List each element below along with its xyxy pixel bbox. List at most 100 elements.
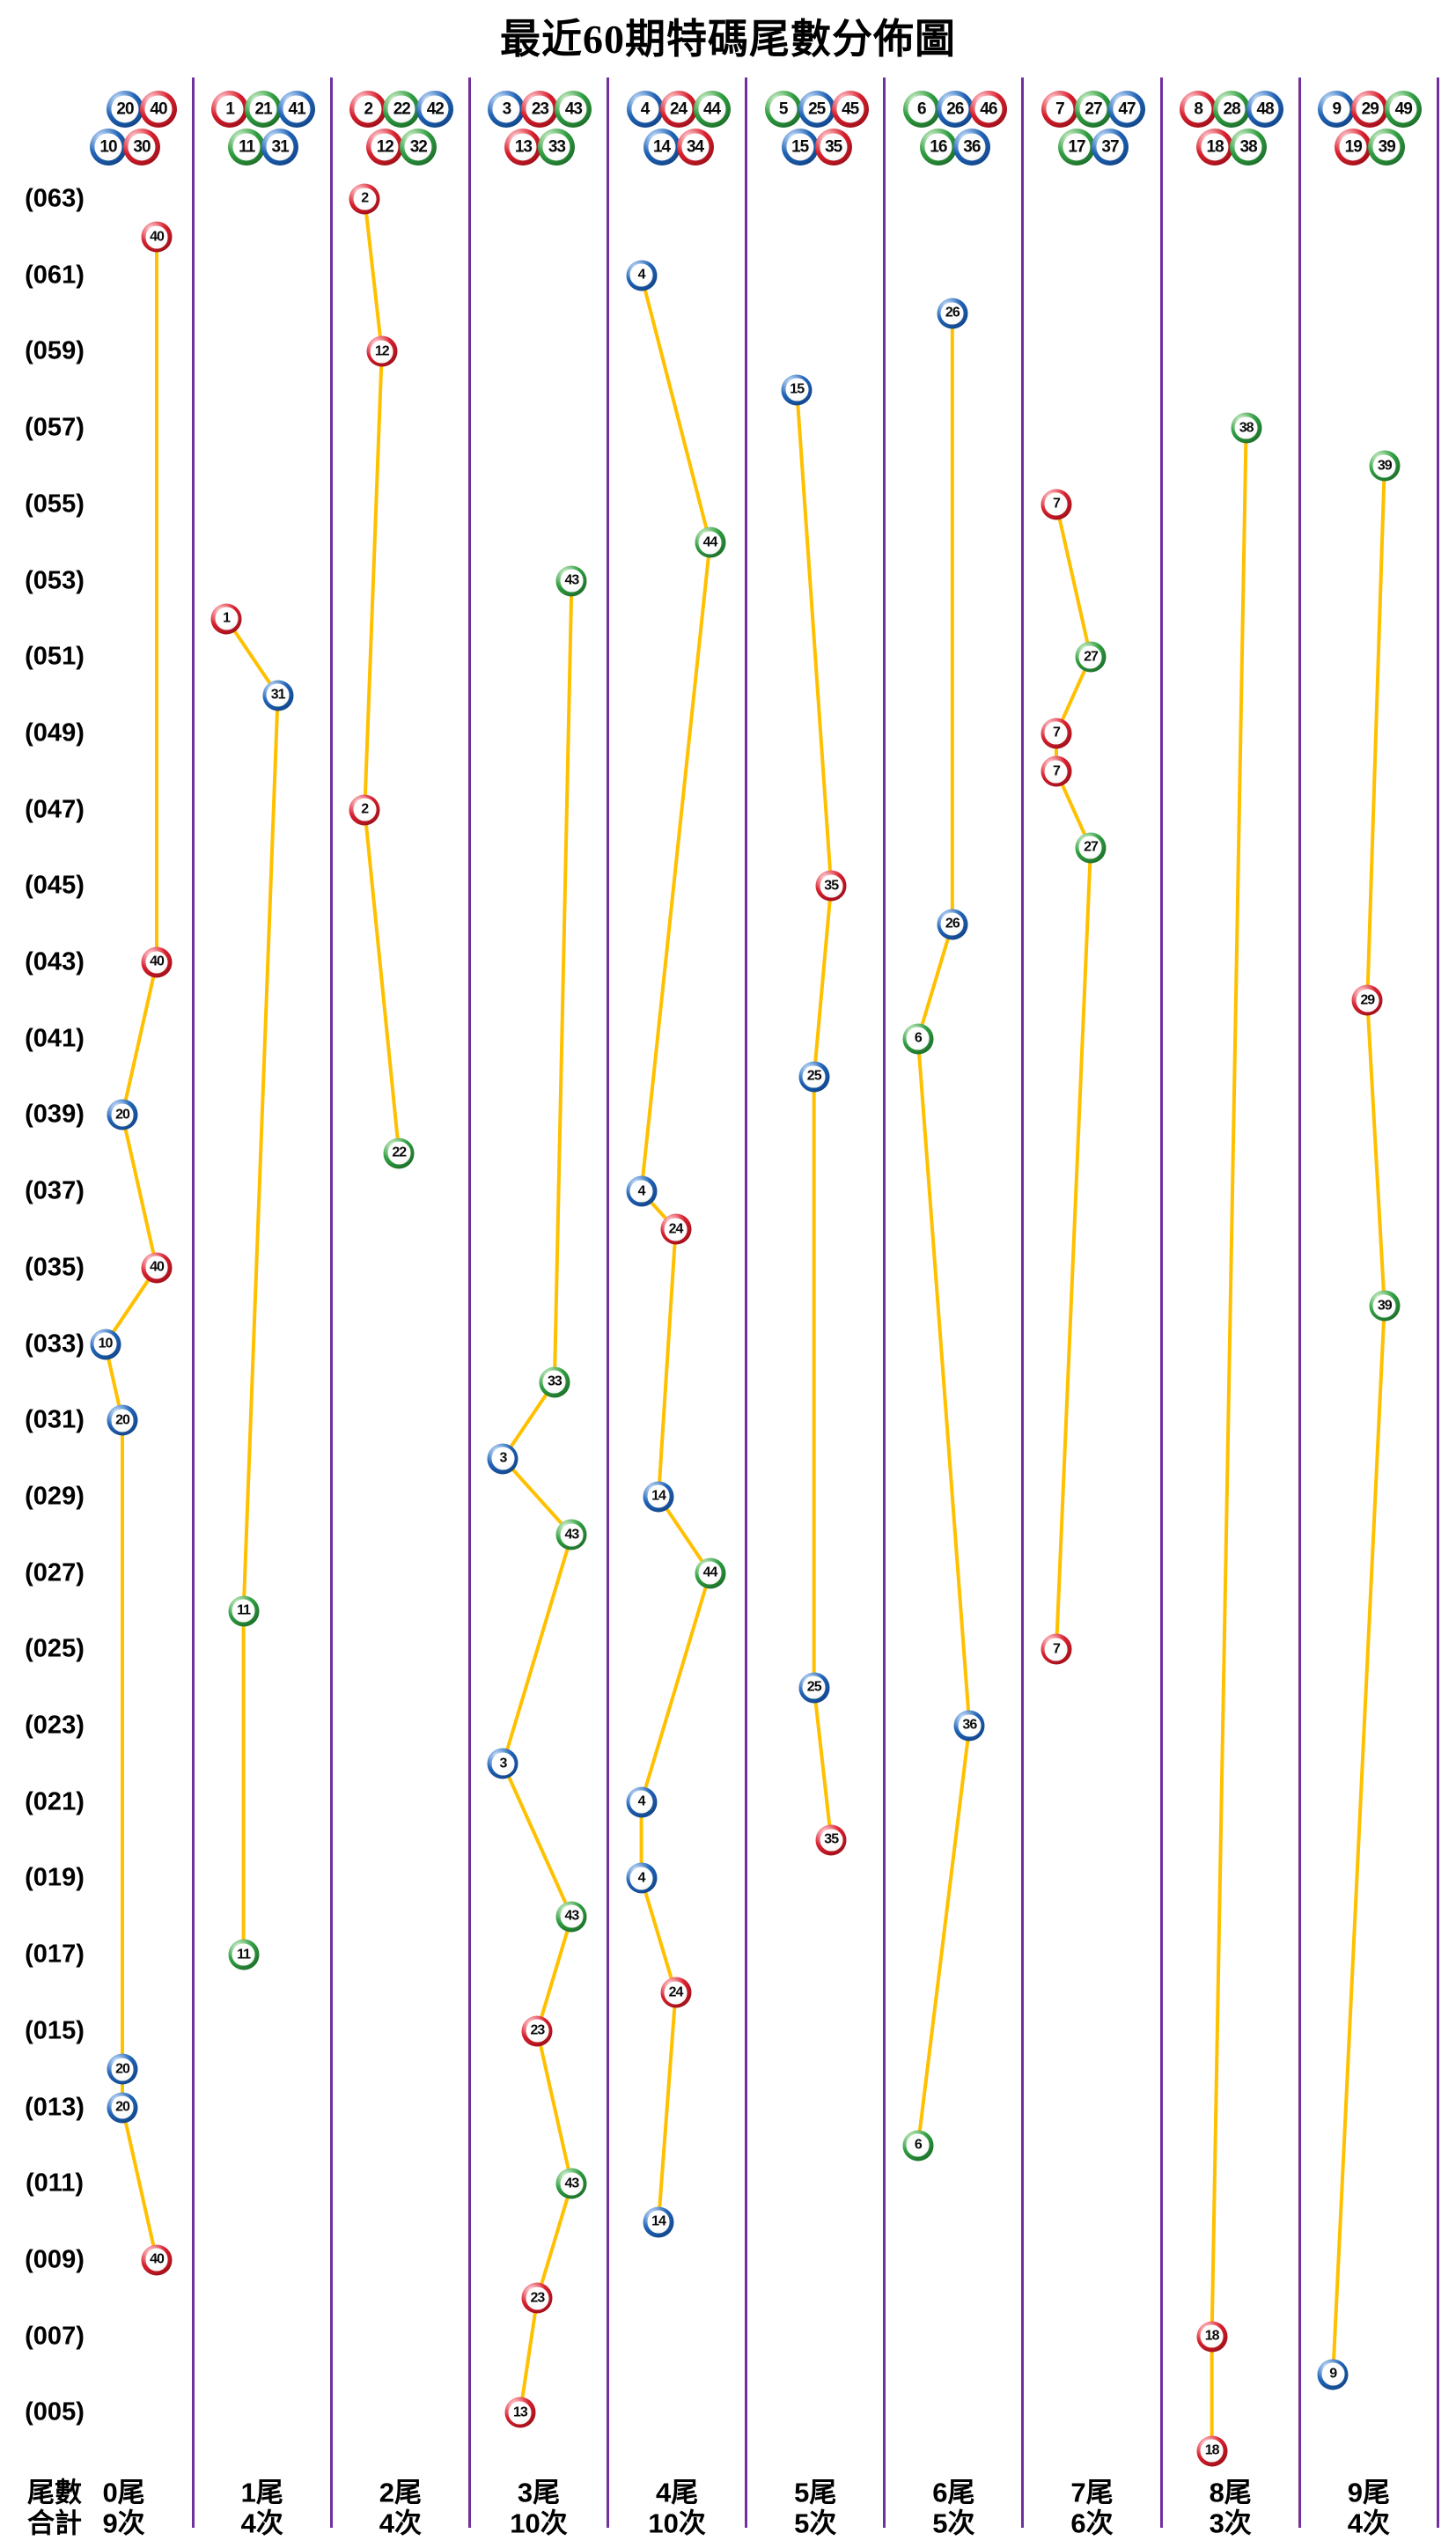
header-ball-34: 34 xyxy=(676,129,714,166)
y-axis-label: (029) xyxy=(25,1482,85,1511)
ball-number: 2 xyxy=(353,188,377,210)
y-axis-label: (021) xyxy=(25,1787,85,1816)
y-axis-label: (057) xyxy=(25,413,85,442)
header-ball-9: 9 xyxy=(1318,91,1356,128)
ball-number: 7 xyxy=(1046,95,1074,123)
ball-number: 1 xyxy=(216,95,244,123)
chart-ball-38-period-57: 38 xyxy=(1231,412,1262,444)
ball-number: 33 xyxy=(542,133,570,161)
chart-ball-1-period-52: 1 xyxy=(210,603,242,635)
y-axis-label: (051) xyxy=(25,642,85,671)
ball-number: 24 xyxy=(665,95,693,123)
chart-ball-44-period-27: 44 xyxy=(695,1558,726,1589)
trend-line-4尾 xyxy=(639,275,712,2222)
ball-number: 32 xyxy=(404,133,432,161)
header-ball-4: 4 xyxy=(626,91,664,128)
chart-ball-23-period-15: 23 xyxy=(521,2015,553,2047)
ball-number: 7 xyxy=(1045,760,1068,784)
ball-number: 29 xyxy=(1356,95,1384,123)
ball-number: 27 xyxy=(1079,836,1102,859)
column-separator xyxy=(1021,77,1025,2528)
header-ball-11: 11 xyxy=(228,129,266,166)
y-axis-label: (031) xyxy=(25,1405,85,1434)
ball-number: 12 xyxy=(370,340,393,364)
header-ball-14: 14 xyxy=(643,129,680,166)
header-ball-39: 39 xyxy=(1368,129,1406,166)
header-ball-1: 1 xyxy=(211,91,249,128)
header-ball-21: 21 xyxy=(245,91,283,128)
chart-ball-35-period-20: 35 xyxy=(815,1824,847,1856)
ball-number: 38 xyxy=(1234,133,1262,161)
chart-ball-25-period-24: 25 xyxy=(798,1672,830,1704)
header-ball-12: 12 xyxy=(366,129,404,166)
chart-ball-18-period-7: 18 xyxy=(1196,2321,1228,2353)
y-axis-label: (045) xyxy=(25,871,85,900)
y-axis-label: (009) xyxy=(25,2245,85,2274)
ball-number: 21 xyxy=(249,95,277,123)
ball-number: 26 xyxy=(940,302,964,325)
ball-number: 40 xyxy=(145,1256,168,1279)
header-ball-3: 3 xyxy=(488,91,526,128)
header-ball-10: 10 xyxy=(90,129,127,166)
chart-ball-43-period-11: 43 xyxy=(555,2168,587,2199)
column-separator xyxy=(1159,77,1163,2528)
header-ball-33: 33 xyxy=(538,129,576,166)
column-total-label: 4次 xyxy=(379,2507,422,2539)
ball-number: 4 xyxy=(629,1790,653,1814)
column-total-label: 10次 xyxy=(510,2507,568,2539)
ball-number: 17 xyxy=(1063,133,1091,161)
y-axis-label: (017) xyxy=(25,1940,85,1969)
ball-number: 20 xyxy=(111,2095,134,2119)
chart-ball-13-period-5: 13 xyxy=(504,2397,536,2428)
column-tail-label: 5尾 xyxy=(794,2477,837,2508)
header-ball-25: 25 xyxy=(798,91,835,128)
ball-number: 43 xyxy=(560,569,584,593)
y-axis-label: (013) xyxy=(25,2093,85,2121)
chart-ball-3-period-30: 3 xyxy=(487,1443,518,1475)
chart-ball-7-period-48: 7 xyxy=(1041,755,1072,787)
header-ball-20: 20 xyxy=(107,91,143,128)
column-total-label: 4次 xyxy=(1347,2507,1390,2539)
ball-number: 19 xyxy=(1339,133,1367,161)
y-axis-label: (019) xyxy=(25,1863,85,1892)
ball-number: 20 xyxy=(111,95,139,123)
header-ball-16: 16 xyxy=(919,129,957,166)
ball-number: 6 xyxy=(906,1027,930,1050)
chart-ball-43-period-18: 43 xyxy=(555,1901,587,1933)
ball-number: 18 xyxy=(1200,2439,1224,2463)
trend-line-1尾 xyxy=(224,617,280,1955)
ball-number: 40 xyxy=(145,225,168,249)
column-tail-label: 4尾 xyxy=(656,2477,699,2508)
ball-number: 11 xyxy=(232,1599,255,1623)
header-ball-49: 49 xyxy=(1385,91,1423,128)
header-ball-26: 26 xyxy=(936,91,974,128)
ball-number: 27 xyxy=(1079,645,1102,669)
chart-ball-40-period-35: 40 xyxy=(141,1252,173,1284)
chart-ball-25-period-40: 25 xyxy=(798,1061,830,1093)
header-ball-42: 42 xyxy=(416,91,454,128)
trend-line-8尾 xyxy=(1210,428,1248,2451)
chart-ball-24-period-16: 24 xyxy=(660,1977,692,2008)
ball-number: 26 xyxy=(941,95,969,123)
ball-number: 25 xyxy=(803,95,831,123)
header-ball-5: 5 xyxy=(764,91,802,128)
chart-ball-15-period-58: 15 xyxy=(781,374,813,406)
ball-number: 12 xyxy=(371,133,399,161)
header-ball-41: 41 xyxy=(278,91,316,128)
chart-ball-9-period-6: 9 xyxy=(1317,2359,1349,2390)
footer-total-row-label: 合計 xyxy=(27,2507,82,2539)
chart-ball-26-period-60: 26 xyxy=(937,298,968,329)
chart-ball-27-period-51: 27 xyxy=(1075,641,1107,673)
chart-ball-7-period-49: 7 xyxy=(1041,718,1072,749)
ball-number: 10 xyxy=(94,133,122,161)
header-ball-18: 18 xyxy=(1196,129,1234,166)
y-axis-label: (007) xyxy=(25,2322,85,2351)
ball-number: 25 xyxy=(802,1675,826,1699)
column-separator xyxy=(329,77,333,2528)
chart-ball-20-period-14: 20 xyxy=(107,2053,138,2085)
ball-number: 14 xyxy=(647,2210,670,2234)
ball-number: 42 xyxy=(421,95,449,123)
column-separator xyxy=(607,77,610,2528)
y-axis-label: (049) xyxy=(25,718,85,747)
